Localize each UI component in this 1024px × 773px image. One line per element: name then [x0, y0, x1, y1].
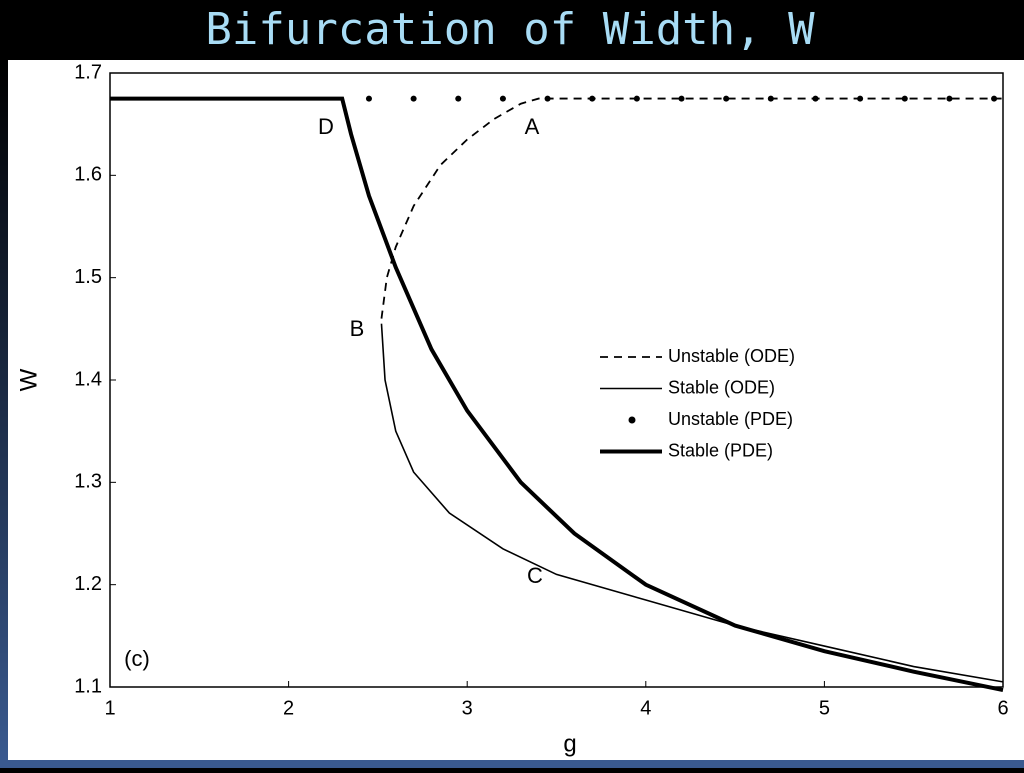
x-axis-label: g — [563, 730, 576, 757]
side-strip — [0, 60, 8, 768]
x-tick-label: 2 — [283, 697, 294, 719]
annotation: B — [350, 316, 365, 341]
legend-label: Stable (ODE) — [668, 377, 775, 397]
x-tick-label: 1 — [104, 697, 115, 719]
chart-area — [8, 60, 1024, 760]
slide-title: Bifurcation of Width, W — [205, 4, 815, 55]
series-line — [380, 97, 1003, 319]
data-point — [901, 95, 908, 102]
data-point — [499, 95, 506, 102]
data-point — [723, 95, 730, 102]
y-tick-label: 1.5 — [74, 266, 102, 288]
x-tick-label: 5 — [819, 697, 830, 719]
data-point — [767, 95, 774, 102]
annotation: C — [527, 563, 543, 588]
y-tick-label: 1.1 — [74, 675, 102, 697]
data-point — [633, 95, 640, 102]
y-tick-label: 1.4 — [74, 368, 102, 390]
series-line — [380, 323, 1004, 683]
series-line — [110, 96, 1004, 693]
y-tick-label: 1.2 — [74, 573, 102, 595]
legend-label: Stable (PDE) — [668, 440, 773, 460]
y-axis-label: W — [15, 368, 42, 391]
bottom-strip — [0, 760, 1024, 768]
y-tick-label: 1.6 — [74, 164, 102, 186]
data-point — [857, 95, 864, 102]
legend-marker — [628, 416, 636, 424]
data-point — [991, 95, 998, 102]
data-point — [678, 95, 685, 102]
y-tick-label: 1.3 — [74, 471, 102, 493]
annotation: (c) — [124, 646, 150, 671]
data-point — [812, 95, 819, 102]
annotation: A — [525, 114, 540, 139]
data-point — [365, 95, 372, 102]
legend-label: Unstable (PDE) — [668, 409, 793, 429]
x-tick-label: 3 — [462, 697, 473, 719]
data-point — [589, 95, 596, 102]
legend-label: Unstable (ODE) — [668, 346, 795, 366]
x-tick-label: 4 — [640, 697, 651, 719]
y-tick-label: 1.7 — [74, 61, 102, 83]
data-point — [410, 95, 417, 102]
data-point — [544, 95, 551, 102]
x-tick-label: 6 — [997, 697, 1008, 719]
data-point — [455, 95, 462, 102]
annotation: D — [318, 114, 334, 139]
data-point — [946, 95, 953, 102]
